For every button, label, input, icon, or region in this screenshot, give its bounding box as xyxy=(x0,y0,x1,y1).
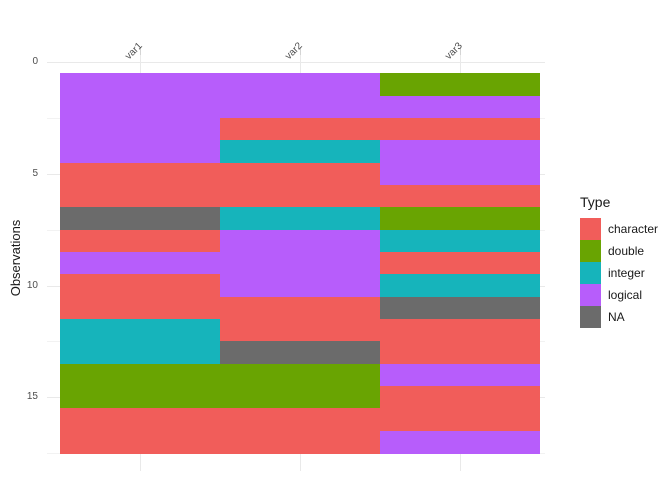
heatmap-cell xyxy=(380,363,540,387)
heatmap-cell xyxy=(60,207,220,231)
heatmap-cell xyxy=(220,140,380,164)
y-tick-label: 15 xyxy=(26,391,38,403)
heatmap-cell xyxy=(380,117,540,141)
heatmap-cell xyxy=(380,207,540,231)
heatmap-cell xyxy=(60,386,220,409)
legend-swatch-character xyxy=(580,218,601,240)
heatmap-cell xyxy=(380,430,540,454)
heatmap-cell xyxy=(60,73,220,97)
legend-label: integer xyxy=(608,266,645,280)
legend-item-logical: logical xyxy=(580,284,658,306)
legend-swatch-integer xyxy=(580,262,601,284)
heatmap-cell xyxy=(60,319,220,342)
legend-item-double: double xyxy=(580,240,658,262)
x-axis-tick-top xyxy=(300,47,301,55)
heatmap-cell xyxy=(220,162,380,186)
heatmap-cell xyxy=(220,319,380,342)
legend: Type character double integer logical NA xyxy=(580,194,658,328)
heatmap-cell xyxy=(380,140,540,164)
y-axis-title: Observations xyxy=(8,219,23,297)
heatmap-cell xyxy=(380,95,540,119)
heatmap-cell xyxy=(380,319,540,342)
legend-label: double xyxy=(608,244,645,258)
legend-item-integer: integer xyxy=(580,262,658,284)
heatmap-cell xyxy=(60,140,220,164)
legend-item-na: NA xyxy=(580,306,658,328)
heatmap-cell xyxy=(60,341,220,365)
heatmap-cell xyxy=(60,251,220,275)
legend-item-character: character xyxy=(580,218,658,240)
heatmap-cell xyxy=(220,251,380,275)
heatmap-cell xyxy=(380,229,540,253)
x-axis-tick-top xyxy=(460,47,461,55)
y-tick-label: 0 xyxy=(32,56,38,67)
heatmap-cell xyxy=(380,274,540,298)
heatmap-cell xyxy=(220,117,380,141)
heatmap-cell xyxy=(60,408,220,432)
heatmap-cell xyxy=(60,95,220,119)
heatmap-cell xyxy=(60,117,220,141)
heatmap-cell xyxy=(60,296,220,320)
heatmap-cell xyxy=(380,251,540,275)
heatmap-cell xyxy=(220,296,380,320)
heatmap-cell xyxy=(380,162,540,186)
heatmap-cell xyxy=(220,341,380,365)
legend-label: NA xyxy=(608,310,625,324)
heatmap-cell xyxy=(60,274,220,298)
y-major-gridline xyxy=(47,62,545,63)
heatmap-cell xyxy=(60,430,220,454)
y-minor-gridline xyxy=(47,453,545,455)
heatmap-cell xyxy=(380,341,540,365)
heatmap-cell xyxy=(220,207,380,231)
legend-label: character xyxy=(608,222,659,236)
heatmap-cell xyxy=(60,162,220,186)
heatmap-cell xyxy=(220,184,380,208)
heatmap-cell xyxy=(60,184,220,208)
heatmap-cell xyxy=(220,229,380,253)
heatmap-cell xyxy=(220,430,380,454)
heatmap-cell xyxy=(380,184,540,208)
legend-swatch-logical xyxy=(580,284,601,306)
legend-swatch-na xyxy=(580,306,601,328)
legend-title: Type xyxy=(580,194,611,210)
heatmap-cell xyxy=(60,363,220,387)
y-tick-label: 10 xyxy=(26,279,38,291)
heatmap-cell xyxy=(220,386,380,409)
heatmap-cell xyxy=(380,386,540,409)
heatmap-cell xyxy=(380,408,540,432)
legend-swatch-double xyxy=(580,240,601,262)
x-axis-tick-top xyxy=(140,47,141,55)
heatmap-cell xyxy=(220,95,380,119)
heatmap-cell xyxy=(380,73,540,97)
heatmap-cell xyxy=(380,296,540,320)
legend-label: logical xyxy=(608,288,643,302)
heatmap-cell xyxy=(220,408,380,432)
heatmap-cell xyxy=(220,73,380,97)
y-tick-label: 5 xyxy=(32,167,38,179)
heatmap-cell xyxy=(60,229,220,253)
heatmap-cell xyxy=(220,363,380,387)
heatmap-cell xyxy=(220,274,380,298)
